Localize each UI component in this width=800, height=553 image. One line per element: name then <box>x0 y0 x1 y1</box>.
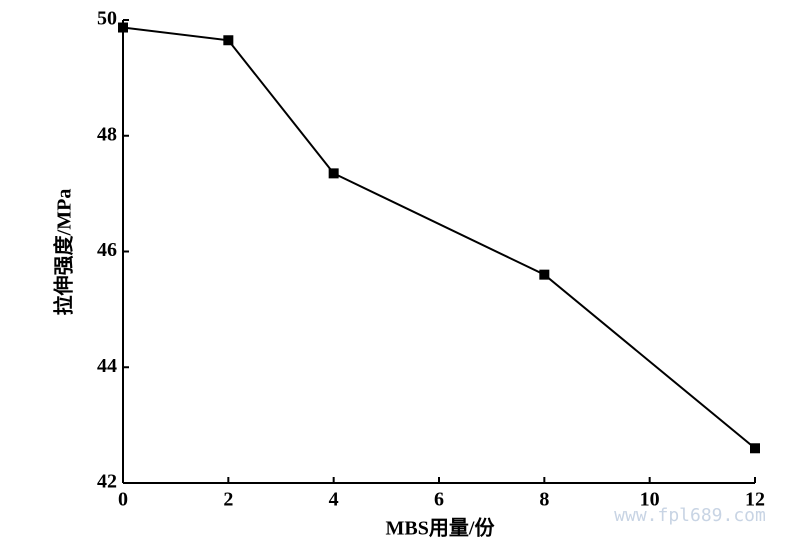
watermark: www.fpl689.com <box>614 505 766 526</box>
x-tick-label: 10 <box>640 489 660 511</box>
y-tick-label: 42 <box>97 471 117 493</box>
x-tick-label: 6 <box>434 489 444 511</box>
y-tick-label: 46 <box>97 239 117 261</box>
x-axis-label: MBS用量/份 <box>386 516 496 540</box>
x-tick-label: 2 <box>223 489 233 511</box>
y-axis-label: 拉伸强度/MPa <box>52 189 76 316</box>
marker <box>539 269 550 280</box>
x-tick-label: 8 <box>539 489 549 511</box>
marker <box>328 168 339 179</box>
y-tick-label: 50 <box>97 8 117 30</box>
y-tick-label: 48 <box>97 123 117 145</box>
marker <box>118 22 128 33</box>
marker <box>223 35 234 46</box>
y-tick-label: 44 <box>97 355 117 377</box>
marker <box>750 443 760 454</box>
x-tick-label: 4 <box>329 489 339 511</box>
line <box>122 26 756 450</box>
x-tick-label: 12 <box>745 489 765 511</box>
x-tick-label: 0 <box>118 489 128 511</box>
